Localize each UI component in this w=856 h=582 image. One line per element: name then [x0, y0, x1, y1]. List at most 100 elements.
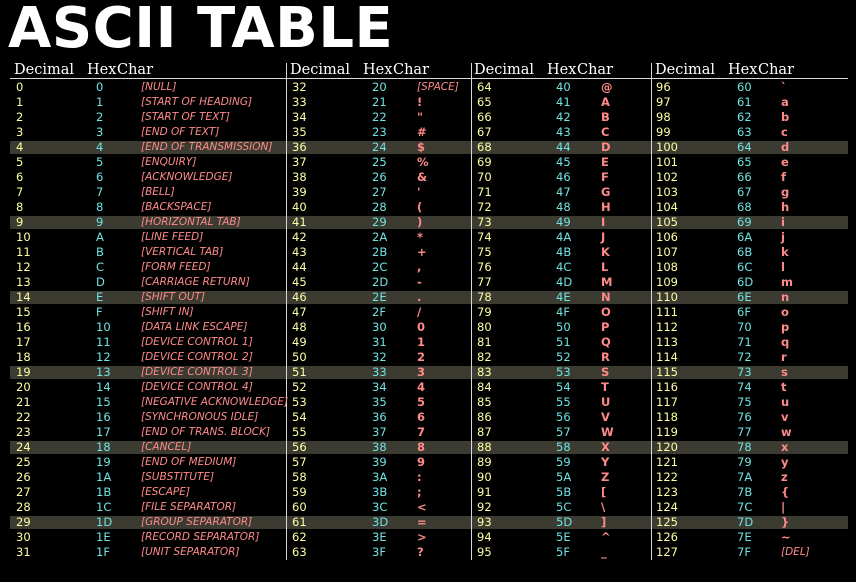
char-name-cell: [SHIFT OUT] — [141, 291, 206, 303]
decimal-cell: 100 — [656, 140, 678, 154]
decimal-cell: 26 — [16, 470, 31, 484]
decimal-cell: 75 — [477, 245, 492, 259]
decimal-cell: 55 — [292, 425, 307, 439]
decimal-cell: 59 — [292, 485, 307, 499]
char-name-cell: [VERTICAL TAB] — [141, 246, 224, 258]
char-cell: G — [601, 185, 611, 199]
hex-cell: 1 — [96, 95, 104, 109]
char-cell: O — [601, 305, 611, 319]
hex-cell: 4F — [556, 305, 570, 319]
decimal-cell: 123 — [656, 485, 678, 499]
char-name-cell: [START OF HEADING] — [141, 96, 253, 108]
hex-cell: 22 — [372, 110, 387, 124]
hex-cell: 53 — [556, 365, 571, 379]
char-cell: $ — [417, 140, 426, 154]
char-cell: 4 — [417, 380, 426, 394]
decimal-cell: 23 — [16, 425, 31, 439]
char-cell: ' — [417, 185, 421, 199]
hex-cell: 48 — [556, 200, 571, 214]
char-cell: g — [781, 185, 790, 199]
char-name-cell: [SPACE] — [417, 81, 459, 93]
header-char: Char — [393, 62, 430, 78]
header-hex: Hex — [728, 62, 758, 78]
decimal-cell: 121 — [656, 455, 678, 469]
hex-cell: 17 — [96, 425, 111, 439]
hex-cell: 0 — [96, 80, 104, 94]
char-cell: \ — [601, 500, 606, 514]
hex-cell: 73 — [737, 365, 752, 379]
decimal-cell: 77 — [477, 275, 492, 289]
hex-cell: 3C — [372, 500, 388, 514]
decimal-cell: 1 — [16, 95, 24, 109]
decimal-cell: 116 — [656, 380, 678, 394]
char-cell: / — [417, 305, 422, 319]
hex-cell: 1C — [96, 500, 112, 514]
decimal-cell: 6 — [16, 170, 24, 184]
hex-cell: 28 — [372, 200, 387, 214]
hex-cell: 11 — [96, 335, 111, 349]
hex-cell: 33 — [372, 365, 387, 379]
decimal-cell: 17 — [16, 335, 31, 349]
decimal-cell: 25 — [16, 455, 31, 469]
decimal-cell: 56 — [292, 440, 307, 454]
hex-cell: 24 — [372, 140, 387, 154]
decimal-cell: 42 — [292, 230, 307, 244]
char-cell: 0 — [417, 320, 426, 334]
header-decimal: Decimal — [14, 62, 74, 78]
hex-cell: 78 — [737, 440, 752, 454]
decimal-cell: 76 — [477, 260, 492, 274]
char-cell: b — [781, 110, 790, 124]
decimal-cell: 115 — [656, 365, 678, 379]
decimal-cell: 94 — [477, 530, 492, 544]
decimal-cell: 64 — [477, 80, 492, 94]
hex-cell: 7B — [737, 485, 753, 499]
char-cell: P — [601, 320, 610, 334]
hex-cell: 39 — [372, 455, 387, 469]
hex-cell: 10 — [96, 320, 111, 334]
decimal-cell: 28 — [16, 500, 31, 514]
page-title: ASCII TABLE — [8, 0, 394, 61]
char-cell: [ — [601, 485, 607, 499]
decimal-cell: 127 — [656, 545, 678, 559]
decimal-cell: 24 — [16, 440, 31, 454]
char-cell: * — [417, 230, 424, 244]
decimal-cell: 93 — [477, 515, 492, 529]
char-cell: ] — [601, 515, 607, 529]
decimal-cell: 11 — [16, 245, 31, 259]
char-cell: E — [601, 155, 609, 169]
hex-cell: 8 — [96, 200, 104, 214]
char-cell: u — [781, 395, 790, 409]
hex-cell: 71 — [737, 335, 752, 349]
hex-cell: 30 — [372, 320, 387, 334]
char-cell: L — [601, 260, 609, 274]
char-cell: M — [601, 275, 613, 289]
char-cell: n — [781, 290, 790, 304]
hex-cell: 1B — [96, 485, 112, 499]
decimal-cell: 113 — [656, 335, 678, 349]
hex-cell: 3 — [96, 125, 104, 139]
char-cell: Z — [601, 470, 610, 484]
char-cell: , — [417, 260, 422, 274]
char-cell: z — [781, 470, 788, 484]
decimal-cell: 69 — [477, 155, 492, 169]
char-cell: { — [781, 485, 790, 499]
char-name-cell: [DEVICE CONTROL 3] — [141, 366, 253, 378]
hex-cell: 46 — [556, 170, 571, 184]
hex-cell: 66 — [737, 170, 752, 184]
char-cell: . — [417, 290, 422, 304]
header-char: Char — [758, 62, 795, 78]
decimal-cell: 44 — [292, 260, 307, 274]
char-cell: ` — [781, 80, 787, 94]
char-cell: % — [417, 155, 429, 169]
hex-cell: 26 — [372, 170, 387, 184]
char-cell: 3 — [417, 365, 426, 379]
hex-cell: A — [96, 230, 104, 244]
decimal-cell: 111 — [656, 305, 678, 319]
hex-cell: 25 — [372, 155, 387, 169]
char-cell: 1 — [417, 335, 426, 349]
decimal-cell: 85 — [477, 395, 492, 409]
hex-cell: 2 — [96, 110, 104, 124]
char-cell: T — [601, 380, 609, 394]
decimal-cell: 106 — [656, 230, 678, 244]
hex-cell: 6C — [737, 260, 753, 274]
